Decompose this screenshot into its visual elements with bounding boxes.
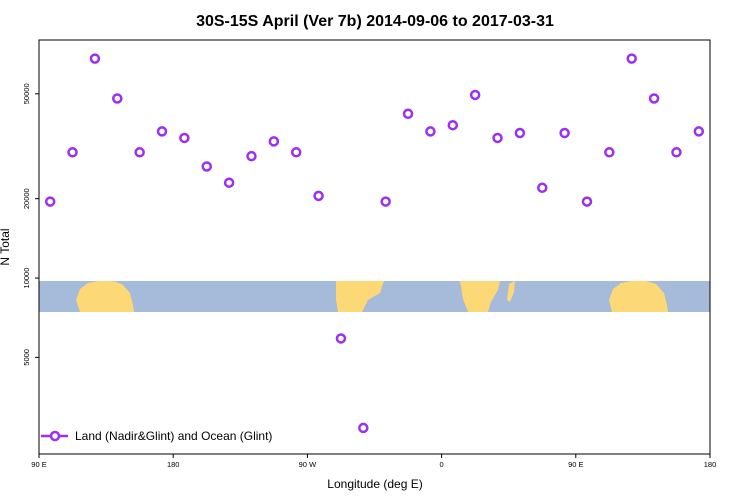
x-tick-label: 90 W (299, 460, 317, 469)
data-point (112, 93, 123, 104)
data-point (537, 182, 548, 194)
land-australia (76, 281, 134, 312)
data-point (514, 127, 526, 139)
data-point (671, 147, 682, 158)
legend-marker (49, 430, 61, 442)
data-point (559, 127, 570, 139)
y-tick-label: 10000 (22, 268, 31, 289)
data-point (246, 150, 257, 162)
data-point (469, 89, 481, 101)
data-point (335, 333, 347, 344)
land-south-america (336, 281, 384, 312)
x-axis-label: Longitude (deg E) (327, 477, 422, 491)
data-point (201, 161, 212, 172)
data-point (447, 119, 459, 131)
y-tick-label: 20000 (22, 188, 31, 209)
data-point (290, 147, 302, 158)
legend-label: Land (Nadir&Glint) and Ocean (Glint) (75, 429, 272, 443)
x-tick-label: 180 (167, 460, 180, 469)
data-point (313, 190, 324, 202)
data-point (492, 132, 503, 144)
x-axis: 90 E 180 90 W 0 90 E 180 (31, 454, 716, 469)
data-point (402, 108, 414, 120)
land-australia-repeat (609, 281, 668, 312)
x-tick-label: 90 E (568, 460, 583, 469)
data-point (156, 126, 168, 137)
data-point (648, 93, 660, 104)
y-tick-label: 5000 (22, 349, 31, 366)
data-point (134, 147, 145, 158)
data-point (268, 136, 280, 147)
land-madagascar (507, 281, 515, 302)
data-point (179, 132, 190, 144)
data-point (67, 147, 78, 158)
data-point (358, 422, 369, 434)
x-tick-label: 90 E (31, 460, 46, 469)
y-axis: 5000 10000 20000 50000 (22, 83, 39, 366)
data-point (380, 196, 391, 207)
data-point (44, 196, 56, 207)
chart-title: 30S-15S April (Ver 7b) 2014-09-06 to 201… (196, 13, 554, 30)
world-map-band (39, 281, 710, 312)
data-point (89, 53, 101, 64)
x-tick-label: 0 (440, 460, 444, 469)
data-point (626, 53, 637, 64)
data-point (693, 126, 705, 137)
legend: Land (Nadir&Glint) and Ocean (Glint) (41, 429, 272, 443)
data-point (604, 147, 615, 158)
data-point (581, 196, 593, 207)
data-points (44, 53, 705, 434)
data-point (223, 177, 235, 188)
y-tick-label: 50000 (22, 83, 31, 104)
data-point (425, 126, 436, 137)
y-axis-label: N Total (0, 228, 12, 265)
land-africa (460, 281, 500, 312)
x-tick-label: 180 (704, 460, 717, 469)
plot-frame (38, 39, 711, 455)
